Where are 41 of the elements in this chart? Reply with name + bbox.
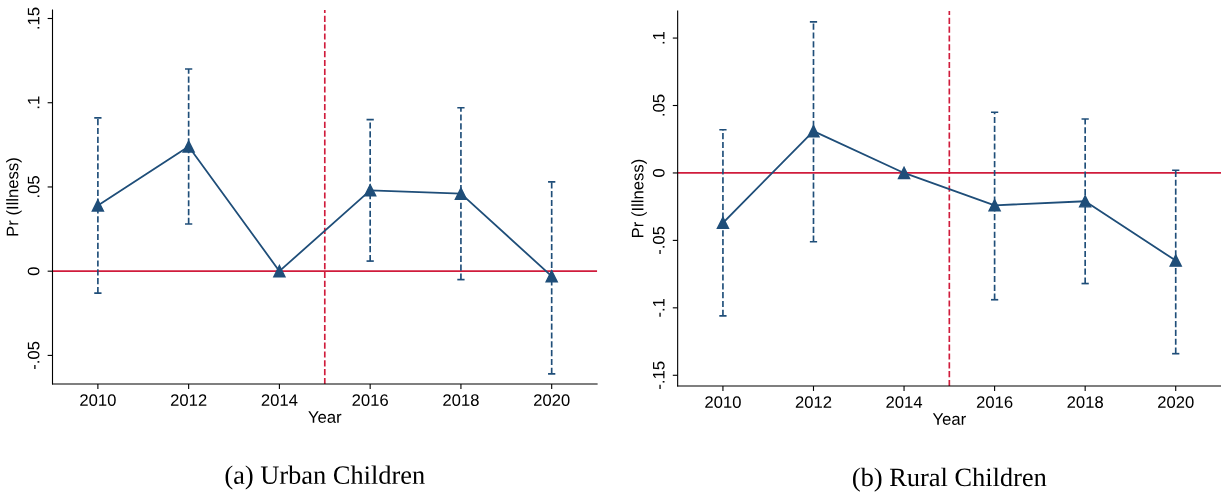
y-tick-label: .1 xyxy=(653,31,665,44)
point xyxy=(988,199,1001,212)
y-tick-label: 0 xyxy=(652,168,665,177)
x-tick-label: 2016 xyxy=(976,396,1013,409)
y-tick-label: .05 xyxy=(652,94,665,116)
y-tick-label: .15 xyxy=(27,7,40,29)
x-tick-label: 2014 xyxy=(886,396,923,409)
y-tick-label: -.05 xyxy=(652,226,665,255)
point xyxy=(1169,254,1182,267)
y-tick-label: -.05 xyxy=(27,341,40,370)
text: (b) Rural Children xyxy=(853,467,1047,492)
x-tick-label: 2018 xyxy=(1067,396,1103,409)
x-axis-title: Year xyxy=(932,413,966,425)
x-tick-label: 2016 xyxy=(352,394,388,407)
point xyxy=(273,264,286,278)
y-tick-label: -.15 xyxy=(653,361,665,389)
point xyxy=(91,199,105,212)
x-tick-label: 2012 xyxy=(795,396,832,409)
y-axis-title: Pr (Illness) xyxy=(6,158,22,236)
x-tick-label: 2020 xyxy=(1158,396,1194,409)
y-tick-label: .05 xyxy=(27,176,40,198)
x-tick-label: 2018 xyxy=(443,394,479,407)
x-tick-label: 2010 xyxy=(80,394,116,407)
point xyxy=(897,166,911,180)
point xyxy=(363,184,377,197)
point xyxy=(1078,195,1092,208)
y-tick-label: 0 xyxy=(27,267,40,276)
y-axis-title: Pr (Illness) xyxy=(631,159,647,238)
x-axis-title: Year xyxy=(308,411,342,423)
y-tick-label: -.1 xyxy=(653,298,665,317)
point xyxy=(807,124,820,138)
text: (a) Urban Children xyxy=(225,465,425,490)
point xyxy=(454,187,468,200)
point xyxy=(182,140,195,153)
x-tick-label: 2010 xyxy=(705,396,741,409)
x-tick-label: 2014 xyxy=(261,394,298,407)
y-tick-label: .1 xyxy=(27,96,40,109)
x-tick-label: 2020 xyxy=(533,394,570,407)
point xyxy=(545,269,558,283)
x-tick-label: 2012 xyxy=(170,394,207,407)
point xyxy=(716,216,730,230)
